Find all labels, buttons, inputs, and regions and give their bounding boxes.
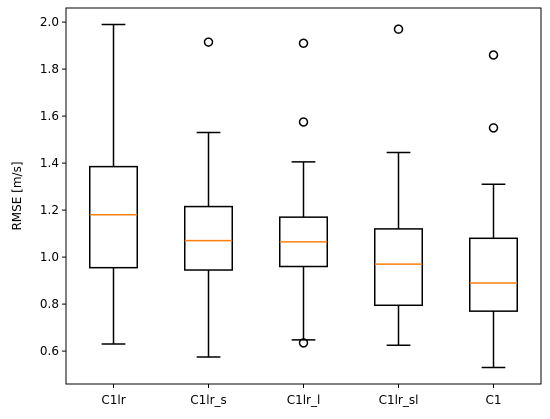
y-tick-label: 1.2: [40, 203, 59, 217]
y-tick-label: 1.8: [40, 62, 59, 76]
box-group: [469, 50, 518, 369]
y-tick-label: 1.4: [40, 156, 59, 170]
y-axis-label: RMSE [m/s]: [10, 161, 24, 230]
flier-point: [203, 37, 214, 47]
plot-content: [89, 23, 518, 369]
x-tick-label: C1lr: [101, 393, 125, 407]
flier-point: [298, 117, 309, 127]
y-tick-label: 0.8: [40, 297, 59, 311]
x-tick-label: C1lr_sl: [379, 393, 419, 407]
x-tick-label: C1lr_l: [287, 393, 321, 407]
box: [469, 237, 518, 312]
flier-point: [393, 24, 404, 34]
flier-point: [298, 38, 309, 48]
x-tick-label: C1lr_s: [190, 393, 227, 407]
y-tick-label: 0.6: [40, 344, 59, 358]
box: [374, 228, 423, 307]
box-group: [184, 37, 233, 358]
flier-point: [488, 50, 499, 60]
box-group: [89, 23, 138, 345]
y-axis: 0.6 0.8 1.0 1.2 1.4 1.6 1.8 2.0: [40, 15, 66, 358]
box-group: [279, 38, 328, 348]
y-tick-label: 1.6: [40, 109, 59, 123]
flier-point: [298, 338, 309, 348]
y-tick-label: 2.0: [40, 15, 59, 29]
y-tick-label: 1.0: [40, 250, 59, 264]
box: [89, 165, 138, 269]
box-group: [374, 24, 423, 346]
flier-point: [488, 123, 499, 133]
box: [184, 205, 233, 271]
x-axis: C1lr C1lr_s C1lr_l C1lr_sl C1: [101, 384, 502, 407]
x-tick-label: C1: [485, 393, 501, 407]
